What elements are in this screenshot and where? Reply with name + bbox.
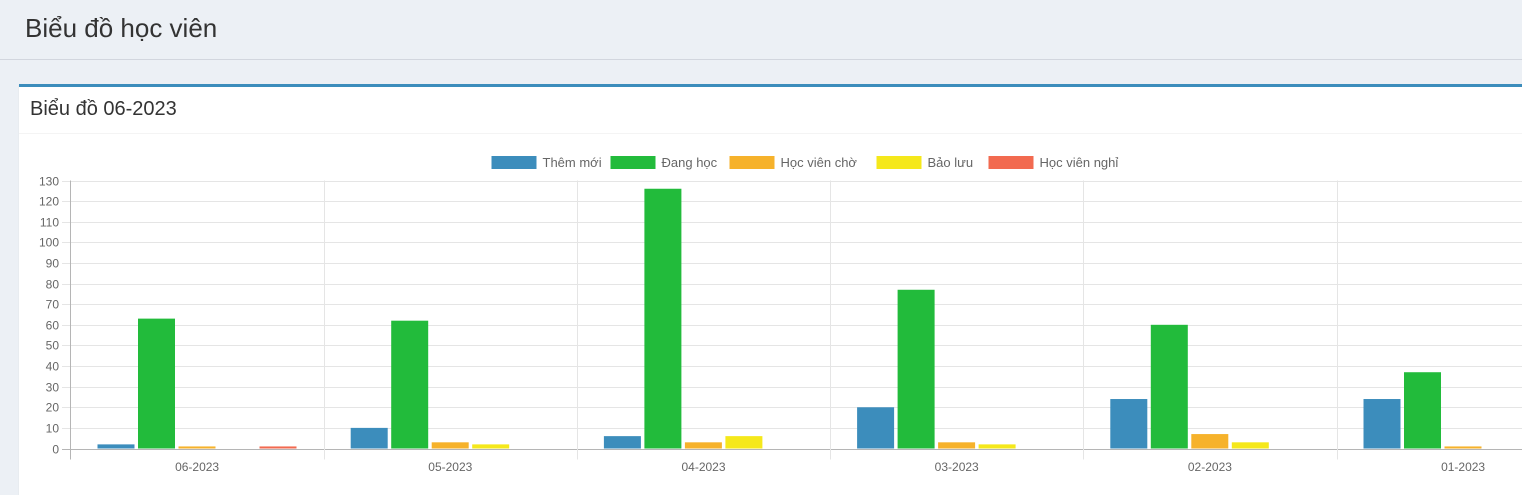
y-tick-label: 70: [46, 298, 60, 312]
legend-label: Thêm mới: [543, 155, 602, 170]
y-tick-label: 40: [46, 360, 60, 374]
bar-1-06-2023: [97, 444, 135, 449]
legend-swatch: [988, 156, 1034, 169]
bar-3-02-2023: [1191, 434, 1229, 449]
page-title: Biểu đồ học viên: [25, 13, 218, 43]
bar-2-05-2023: [391, 320, 429, 449]
legend-swatch: [610, 156, 656, 169]
page-header: Biểu đồ học viên: [0, 0, 1522, 60]
y-tick-label: 130: [39, 175, 59, 189]
legend-swatch: [491, 156, 537, 169]
y-tick-label: 80: [46, 278, 60, 292]
y-tick-label: 110: [40, 216, 59, 230]
chart-box-header: Biểu đồ 06-2023: [19, 87, 1522, 134]
legend-label: Học viên nghỉ: [1040, 155, 1119, 170]
y-tick-label: 100: [39, 236, 59, 250]
y-tick-label: 0: [52, 443, 59, 457]
x-tick-label: 04-2023: [681, 460, 725, 474]
bar-4-05-2023: [472, 444, 510, 449]
bar-4-02-2023: [1231, 442, 1269, 449]
bar-3-03-2023: [938, 442, 976, 449]
y-tick-label: 60: [46, 319, 60, 333]
legend-swatch: [729, 156, 775, 169]
bar-2-06-2023: [138, 318, 175, 449]
y-tick-label: 20: [46, 401, 60, 415]
bar-1-04-2023: [603, 436, 641, 449]
bar-4-03-2023: [978, 444, 1016, 449]
y-tick-label: 50: [46, 339, 60, 353]
bar-2-04-2023: [644, 188, 682, 449]
bar-5-06-2023: [259, 446, 297, 449]
x-tick-label: 02-2023: [1188, 460, 1232, 474]
bar-3-01-2023: [1444, 446, 1482, 449]
bar-2-01-2023: [1404, 372, 1441, 449]
bar-1-01-2023: [1363, 399, 1401, 449]
chart-box: Biểu đồ 06-2023: [19, 84, 1522, 495]
x-tick-label: 01-2023: [1441, 460, 1485, 474]
bar-1-02-2023: [1110, 399, 1148, 449]
bar-1-05-2023: [350, 427, 388, 449]
bar-2-02-2023: [1150, 324, 1188, 449]
bar-1-03-2023: [857, 407, 895, 449]
y-tick-label: 120: [39, 195, 59, 209]
legend-label: Học viên chờ: [781, 155, 858, 170]
bar-3-06-2023: [178, 446, 216, 449]
x-tick-label: 03-2023: [935, 460, 979, 474]
y-tick-label: 90: [46, 257, 60, 271]
x-tick-label: 06-2023: [175, 460, 219, 474]
legend-label: Bảo lưu: [928, 155, 974, 170]
bar-3-04-2023: [684, 442, 722, 449]
bar-4-04-2023: [725, 436, 763, 449]
chart-box-title: Biểu đồ 06-2023: [30, 98, 177, 120]
y-tick-label: 10: [46, 422, 60, 436]
x-tick-label: 05-2023: [428, 460, 472, 474]
y-tick-label: 30: [46, 381, 60, 395]
legend-swatch: [876, 156, 922, 169]
legend-label: Đang học: [662, 155, 718, 170]
bar-2-03-2023: [897, 289, 935, 449]
bar-3-05-2023: [431, 442, 469, 449]
